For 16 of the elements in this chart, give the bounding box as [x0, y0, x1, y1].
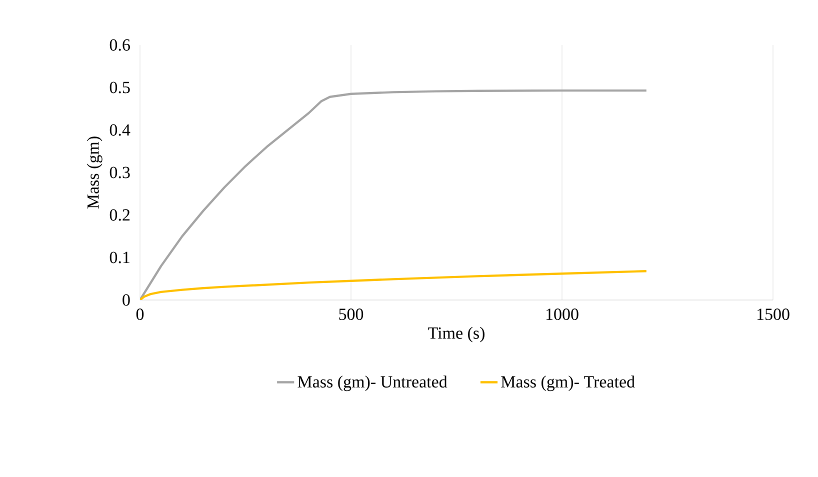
x-tick-label: 0 — [136, 308, 144, 320]
y-tick-label: 0.6 — [110, 39, 130, 51]
y-tick-label: 0 — [122, 294, 130, 306]
line-series — [140, 89, 648, 300]
y-axis-title: Mass (gm) — [86, 136, 102, 209]
y-tick-label: 0.2 — [110, 209, 130, 221]
y-tick-label: 0.1 — [110, 252, 130, 264]
legend-label: Mass (gm)- Untreated — [298, 376, 448, 392]
y-tick-label: 0.5 — [110, 82, 130, 94]
x-tick-label: 500 — [339, 308, 364, 320]
x-tick-label: 1000 — [546, 308, 578, 320]
x-axis-title: Time (s) — [428, 326, 484, 342]
y-tick-label: 0.3 — [110, 166, 130, 178]
legend-label: Mass (gm)- Treated — [501, 376, 635, 392]
y-tick-label: 0.4 — [110, 124, 130, 136]
x-tick-label: 1500 — [757, 308, 790, 320]
